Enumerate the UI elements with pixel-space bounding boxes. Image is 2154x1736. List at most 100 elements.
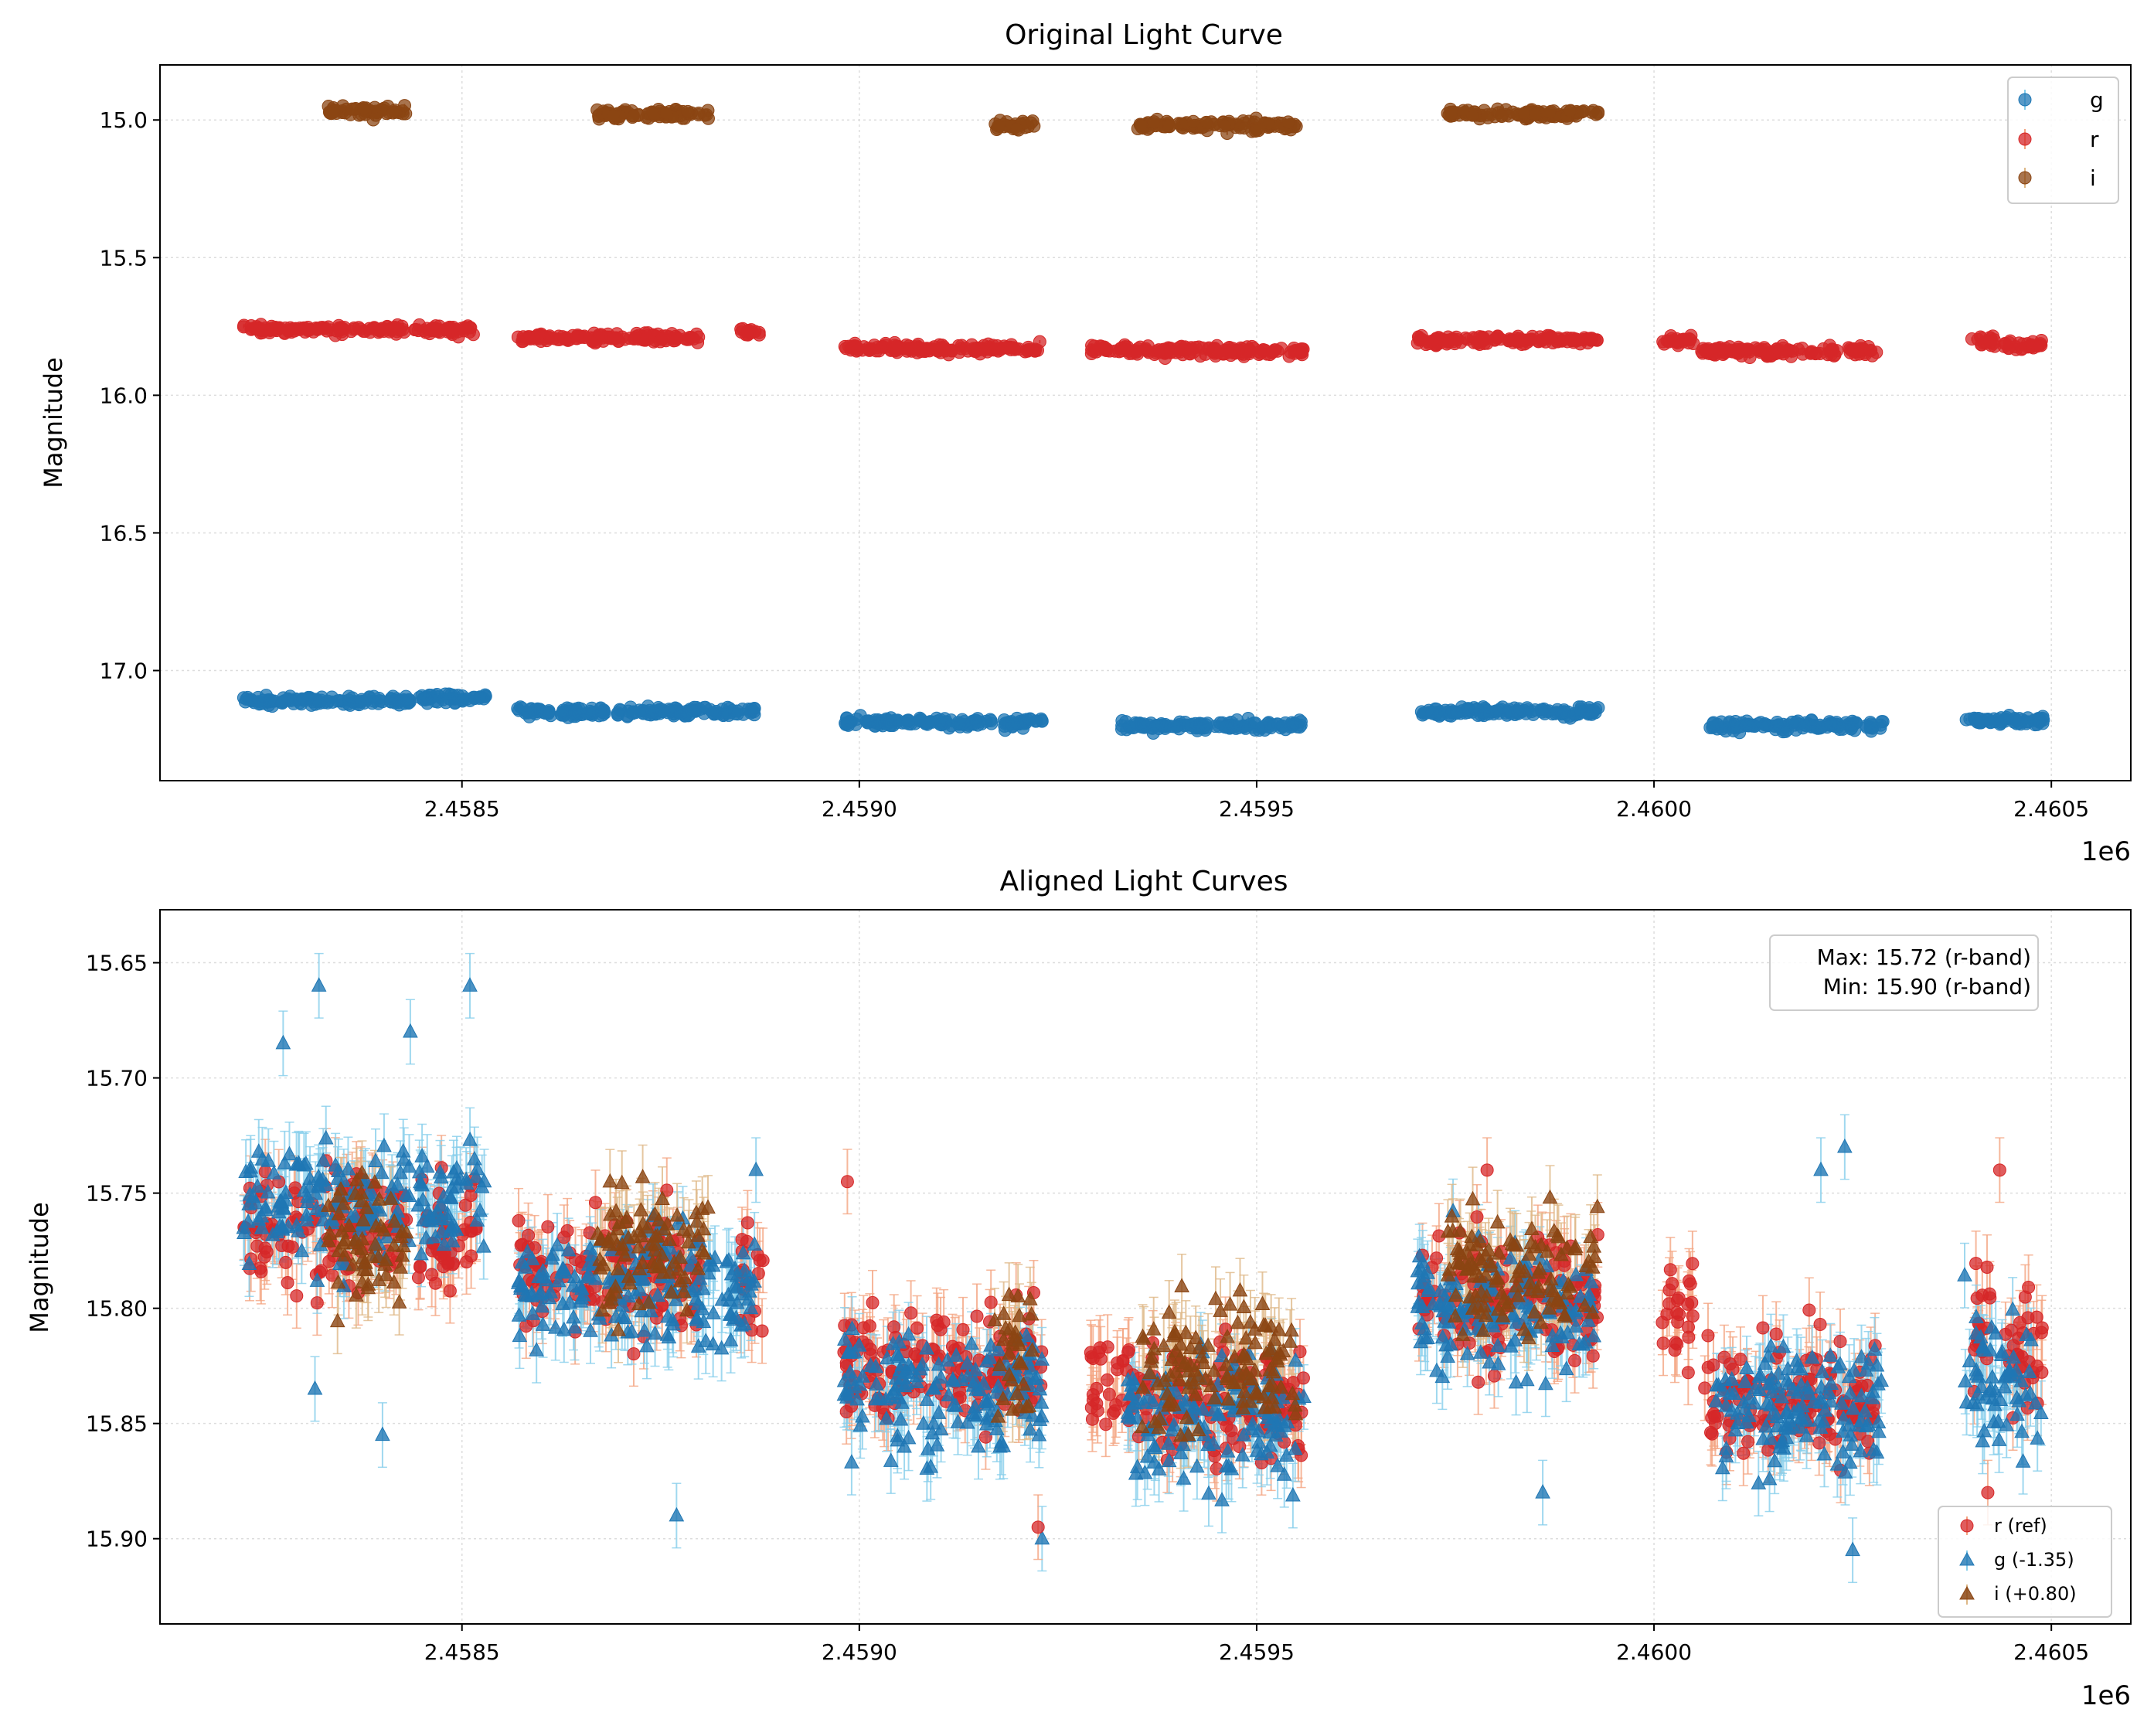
- data-point: [1726, 720, 1740, 734]
- data-point: [1982, 713, 1996, 727]
- data-point: [965, 717, 979, 731]
- data-point: [922, 344, 936, 358]
- data-point: [328, 328, 342, 342]
- data-point: [1823, 339, 1837, 352]
- data-point: [247, 696, 261, 710]
- data-point: [1557, 705, 1571, 719]
- data-point: [415, 689, 429, 703]
- data-point: [386, 106, 400, 120]
- data-point: [1471, 708, 1485, 722]
- data-point: [997, 339, 1011, 353]
- data-point: [1263, 717, 1277, 731]
- data-point: [1543, 106, 1557, 120]
- data-point: [1006, 717, 1019, 731]
- data-point: [875, 340, 889, 354]
- data-point: [1770, 715, 1784, 729]
- data-point: [1282, 349, 1296, 363]
- data-point: [1959, 713, 1973, 727]
- data-point: [1551, 331, 1565, 345]
- data-point: [1247, 717, 1261, 730]
- data-point: [1758, 717, 1772, 731]
- data-point: [614, 703, 628, 717]
- data-point: [357, 101, 371, 115]
- data-point: [730, 707, 744, 721]
- data-point: [1150, 344, 1164, 358]
- data-point: [408, 323, 422, 337]
- data-point: [623, 332, 637, 345]
- data-point: [968, 343, 982, 357]
- data-point: [992, 119, 1006, 133]
- data-point: [1480, 108, 1494, 122]
- panel1-title: Original Light Curve: [1005, 19, 1283, 51]
- data-point: [1444, 107, 1458, 121]
- data-point: [367, 689, 381, 703]
- data-point: [1491, 330, 1505, 344]
- data-point: [2036, 717, 2050, 730]
- data-point: [669, 332, 683, 345]
- data-point: [1162, 119, 1176, 133]
- data-point: [983, 713, 997, 727]
- data-point: [1200, 115, 1213, 129]
- data-point: [1134, 118, 1148, 132]
- data-point: [1843, 342, 1857, 356]
- data-point: [1563, 104, 1577, 118]
- data-point: [1815, 720, 1829, 734]
- data-point: [283, 689, 297, 703]
- data-point: [933, 717, 947, 731]
- data-point: [1584, 332, 1598, 346]
- data-point: [1466, 331, 1480, 345]
- data-point: [441, 325, 454, 339]
- data-point: [390, 692, 403, 706]
- x-tick-label: 2.4585: [424, 796, 500, 822]
- data-point: [1994, 716, 2008, 730]
- data-point: [659, 107, 673, 121]
- data-point: [1229, 721, 1243, 735]
- data-point: [892, 339, 906, 353]
- data-point: [1791, 714, 1805, 728]
- data-point: [1281, 115, 1295, 129]
- data-point: [1201, 342, 1215, 356]
- data-point: [951, 716, 965, 730]
- data-point: [686, 332, 700, 345]
- panel1-y-label: Magnitude: [39, 357, 68, 488]
- data-point: [1268, 343, 1282, 357]
- data-point: [741, 328, 755, 342]
- data-point: [632, 703, 646, 717]
- data-point: [868, 719, 882, 733]
- data-point: [325, 107, 339, 121]
- y-tick-label: 17.0: [100, 659, 148, 684]
- data-point: [570, 329, 584, 343]
- data-point: [849, 339, 863, 353]
- data-point: [424, 324, 438, 338]
- data-point: [1676, 335, 1690, 349]
- data-point: [1242, 347, 1256, 361]
- data-point: [602, 331, 616, 345]
- data-point: [1707, 344, 1720, 358]
- data-point: [1805, 713, 1819, 727]
- data-point: [1185, 717, 1199, 731]
- data-point: [681, 104, 695, 118]
- data-point: [1783, 344, 1797, 358]
- data-point: [543, 332, 556, 345]
- data-point: [274, 696, 288, 710]
- data-point: [1147, 115, 1161, 129]
- data-point: [1114, 342, 1128, 356]
- data-point: [682, 709, 696, 723]
- data-point: [1529, 107, 1543, 121]
- panel1-legend-label-g: g: [2090, 87, 2104, 113]
- data-point: [840, 717, 854, 731]
- data-point: [254, 318, 268, 332]
- data-point: [293, 696, 307, 710]
- data-point: [1012, 342, 1026, 356]
- data-point: [1537, 702, 1551, 716]
- y-tick-label: 16.5: [100, 520, 148, 546]
- panel1-points: [236, 99, 2050, 740]
- data-point: [697, 706, 711, 720]
- data-point: [443, 692, 457, 706]
- data-point: [1417, 706, 1431, 720]
- data-point: [1831, 720, 1845, 734]
- data-point: [2033, 338, 2047, 352]
- data-point: [367, 321, 381, 335]
- data-point: [742, 702, 756, 716]
